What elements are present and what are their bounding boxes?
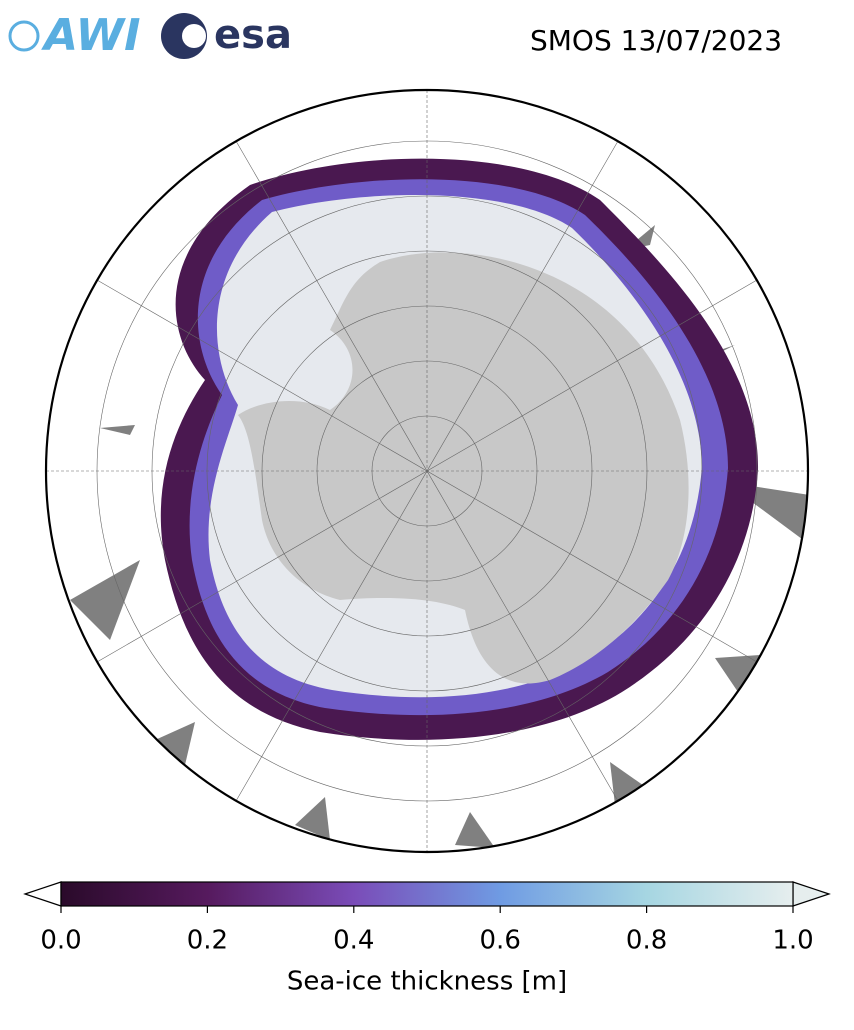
title: SMOS 13/07/2023 xyxy=(530,24,782,57)
map xyxy=(46,90,808,852)
esa-logo: esa xyxy=(161,12,292,59)
colorbar-label: Sea-ice thickness [m] xyxy=(287,967,567,997)
colorbar-tick-label: 0.0 xyxy=(40,926,81,956)
colorbar-tick-label: 0.2 xyxy=(187,926,228,956)
awi-logo: AWI xyxy=(8,10,141,61)
awi-logo-text: AWI xyxy=(41,10,141,61)
antarctica xyxy=(238,252,689,684)
map-frame xyxy=(44,88,810,854)
colorbar-tick-label: 0.6 xyxy=(480,926,521,956)
colorbar-tick-label: 0.8 xyxy=(626,926,667,956)
esa-logo-text: esa xyxy=(214,12,292,58)
colorbar-tick-label: 1.0 xyxy=(772,926,813,956)
graticule xyxy=(46,90,808,852)
colorbar-tick-label: 0.4 xyxy=(333,926,374,956)
colorbar xyxy=(23,881,831,913)
colorbar-body xyxy=(60,881,794,907)
